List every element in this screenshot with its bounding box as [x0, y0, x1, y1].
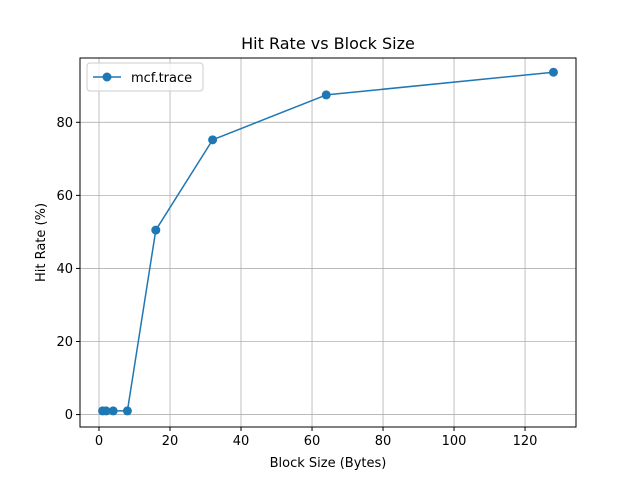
x-tick-label: 120 — [513, 434, 538, 449]
data-point — [122, 406, 132, 416]
x-tick-label: 0 — [95, 434, 103, 449]
legend-label-mcf-trace: mcf.trace — [131, 71, 192, 86]
plot-frame — [79, 57, 577, 428]
y-tick-label: 60 — [56, 189, 73, 204]
data-point — [548, 67, 558, 77]
legend-marker-mcf-trace — [102, 72, 112, 82]
x-tick-label: 100 — [442, 434, 467, 449]
x-axis-ticks: 0 20 40 60 80 100 120 — [95, 427, 538, 449]
y-axis-ticks: 0 20 40 60 80 — [56, 116, 80, 423]
data-point — [101, 406, 111, 416]
legend: mcf.trace — [86, 62, 204, 92]
grid-lines — [80, 58, 576, 427]
y-tick-label: 80 — [56, 116, 73, 131]
data-point — [208, 135, 218, 145]
chart-title: Hit Rate vs Block Size — [241, 34, 415, 53]
data-point — [108, 406, 118, 416]
x-axis-title: Block Size (Bytes) — [270, 456, 387, 471]
x-tick-label: 20 — [162, 434, 179, 449]
x-tick-label: 60 — [304, 434, 321, 449]
y-tick-label: 0 — [65, 408, 73, 423]
y-tick-label: 40 — [56, 262, 73, 277]
y-axis-title: Hit Rate (%) — [34, 203, 49, 282]
x-tick-label: 40 — [233, 434, 250, 449]
x-tick-label: 80 — [375, 434, 392, 449]
legend-box — [86, 62, 204, 92]
data-point — [151, 225, 161, 235]
y-tick-label: 20 — [56, 335, 73, 350]
series-layer — [98, 67, 558, 416]
data-point — [321, 90, 331, 100]
